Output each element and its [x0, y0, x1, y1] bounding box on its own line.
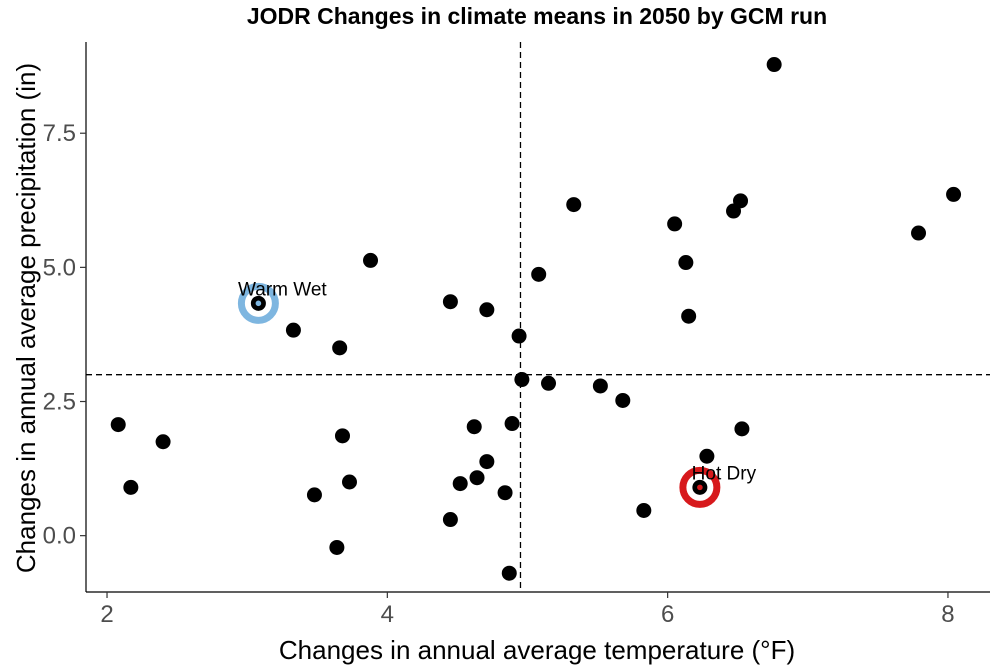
data-point [469, 470, 485, 486]
data-point [363, 252, 379, 268]
data-point [442, 294, 458, 310]
data-point [531, 266, 547, 282]
data-point [699, 448, 715, 464]
data-point [332, 340, 348, 356]
highlight-label: Warm Wet [238, 279, 327, 300]
data-point [479, 302, 495, 318]
data-point [442, 512, 458, 528]
data-point [479, 454, 495, 470]
data-point [681, 308, 697, 324]
data-point [329, 539, 345, 555]
data-point [123, 479, 139, 495]
chart-title: JODR Changes in climate means in 2050 by… [247, 3, 827, 29]
data-point [667, 216, 683, 232]
data-point [514, 372, 530, 388]
data-point [766, 57, 782, 73]
data-point [341, 474, 357, 490]
data-point [511, 328, 527, 344]
highlight-ring [237, 282, 279, 324]
data-point [501, 565, 517, 581]
data-point [306, 487, 322, 503]
data-point [566, 197, 582, 213]
data-point [911, 225, 927, 241]
y-tick-label: 2.5 [43, 389, 76, 416]
x-tick-label: 6 [661, 601, 674, 628]
data-point [452, 476, 468, 492]
x-tick-label: 8 [941, 601, 954, 628]
x-tick-label: 2 [100, 601, 113, 628]
y-tick-label: 0.0 [43, 523, 76, 550]
data-point [678, 255, 694, 271]
data-point [636, 502, 652, 518]
data-point [733, 193, 749, 209]
x-tick-label: 4 [381, 601, 394, 628]
data-point [504, 416, 520, 432]
data-point [541, 375, 557, 391]
highlight-center-dot [255, 300, 262, 307]
y-axis-title: Changes in annual average precipitation … [11, 63, 41, 573]
data-point [110, 417, 126, 433]
data-point [497, 485, 513, 501]
data-point [734, 421, 750, 437]
data-point [155, 434, 171, 450]
data-point [592, 378, 608, 394]
y-tick-label: 5.0 [43, 254, 76, 281]
data-point [285, 322, 301, 338]
data-point [334, 428, 350, 444]
plot-area: 2 4 6 8 0.0 2.5 5.0 7.5 Warm Wet Hot Dry [43, 42, 990, 628]
data-point [615, 392, 631, 408]
highlight-label: Hot Dry [692, 463, 757, 484]
data-point [946, 186, 962, 202]
y-tick-label: 7.5 [43, 120, 76, 147]
highlight-ring [679, 466, 721, 508]
highlight-center-dot [697, 484, 703, 491]
data-point [466, 419, 482, 435]
x-axis-title: Changes in annual average temperature (°… [279, 635, 795, 665]
